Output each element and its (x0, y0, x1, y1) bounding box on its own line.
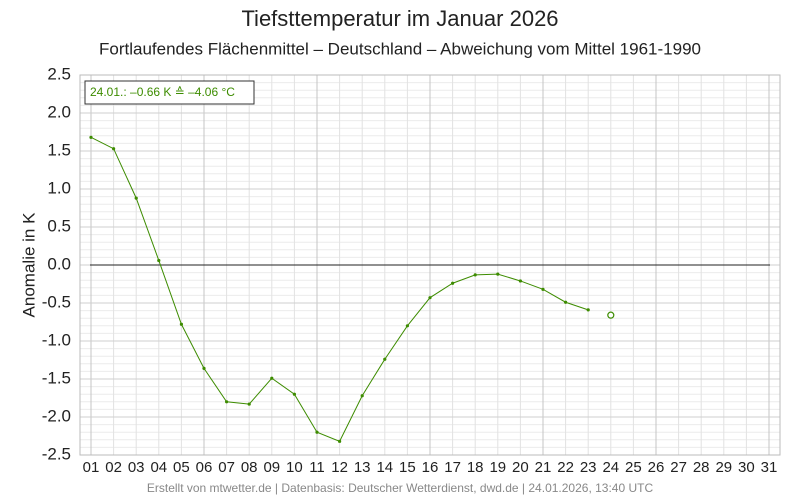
x-tick-label: 06 (196, 459, 213, 476)
x-tick-label: 19 (489, 459, 506, 476)
y-tick-label: 2.0 (47, 102, 71, 121)
y-axis-label: Anomalie in K (19, 212, 38, 318)
x-tick-label: 16 (422, 459, 439, 476)
y-tick-label: 1.0 (47, 178, 71, 197)
plot-frame (79, 74, 781, 456)
x-tick-label: 07 (218, 459, 235, 476)
annotation: 24.01.: –0.66 K ≙ –4.06 °C (90, 85, 235, 99)
x-tick-label: 17 (444, 459, 461, 476)
x-tick-label: 05 (173, 459, 190, 476)
point (564, 300, 568, 304)
point (202, 366, 206, 370)
point (157, 258, 161, 263)
y-tick-label: 1.5 (47, 140, 71, 159)
point (473, 273, 477, 277)
x-tick-label: 30 (738, 459, 755, 476)
point (179, 322, 183, 326)
point (360, 394, 364, 398)
x-tick-label: 31 (761, 459, 778, 476)
point (338, 439, 342, 443)
y-tick-label: -1.5 (42, 368, 71, 387)
y-tick-label: 0.5 (47, 216, 71, 235)
x-tick-label: 11 (309, 459, 325, 476)
point (541, 287, 545, 291)
x-tick-label: 22 (557, 459, 574, 476)
point (496, 272, 500, 276)
x-tick-label: 08 (241, 459, 258, 476)
x-tick-label: 23 (580, 459, 597, 476)
y-tick-label: -0.5 (42, 292, 71, 311)
current-marker (607, 311, 615, 319)
point (112, 147, 116, 151)
y-tick-label: -2.5 (42, 444, 71, 463)
x-tick-label: 01 (83, 459, 100, 476)
x-tick-label: 29 (715, 459, 732, 476)
x-tick-label: 24 (602, 459, 619, 476)
point (518, 279, 523, 283)
x-tick-label: 02 (105, 459, 122, 476)
point (270, 376, 274, 380)
x-tick-label: 18 (467, 459, 484, 476)
x-tick-label: 26 (648, 459, 665, 476)
x-tick-label: 25 (625, 459, 642, 476)
x-tick-label: 28 (693, 459, 710, 476)
x-tick-label: 14 (376, 459, 393, 476)
x-tick-label: 15 (399, 459, 416, 476)
x-tick-label: 12 (331, 459, 348, 476)
x-tick-label: 21 (535, 459, 552, 476)
point (451, 281, 455, 285)
x-tick-label: 20 (512, 459, 529, 476)
x-tick-label: 27 (670, 459, 687, 476)
point (315, 430, 319, 434)
footer: Erstellt von mtwetter.de | Datenbasis: D… (147, 481, 654, 495)
chart-title: Tiefsttemperatur im Januar 2026 (241, 6, 558, 31)
chart-subtitle: Fortlaufendes Flächenmittel – Deutschlan… (99, 39, 701, 58)
annotation-box (84, 80, 255, 105)
point (134, 196, 138, 200)
y-tick-label: -1.0 (42, 330, 71, 349)
point (225, 400, 229, 404)
x-tick-label: 10 (286, 459, 303, 476)
point (586, 308, 590, 312)
point (89, 135, 93, 139)
y-tick-label: 0.0 (47, 254, 71, 273)
x-tick-label: 09 (263, 459, 280, 476)
point (292, 392, 296, 396)
point (405, 324, 409, 328)
point (247, 402, 251, 406)
y-tick-label: -2.0 (42, 406, 71, 425)
x-tick-label: 03 (128, 459, 145, 476)
point (383, 357, 387, 361)
x-tick-label: 13 (354, 459, 371, 476)
x-tick-label: 04 (150, 459, 167, 476)
point (428, 296, 432, 300)
y-tick-label: 2.5 (47, 64, 71, 83)
